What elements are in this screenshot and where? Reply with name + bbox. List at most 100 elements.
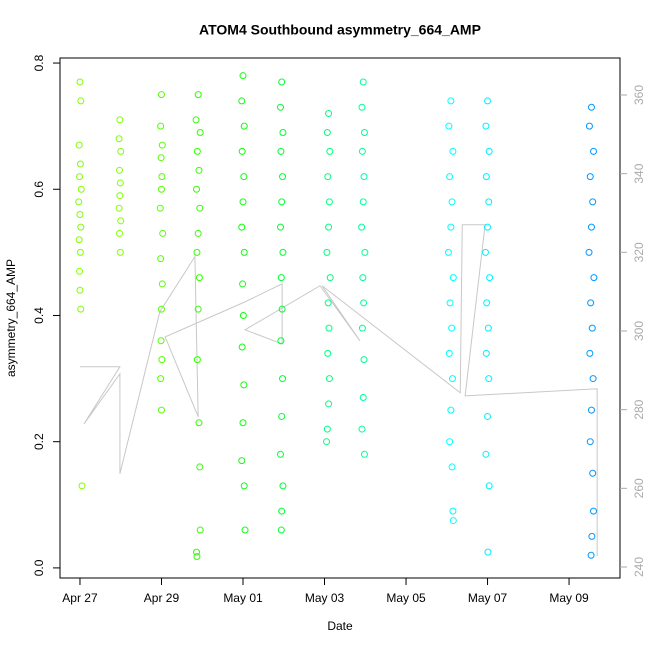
point bbox=[277, 274, 285, 282]
point bbox=[485, 147, 493, 155]
point bbox=[158, 280, 166, 288]
point bbox=[445, 349, 453, 357]
point bbox=[326, 274, 334, 282]
point bbox=[323, 438, 331, 446]
point bbox=[278, 412, 286, 420]
point bbox=[157, 305, 165, 313]
point bbox=[194, 305, 202, 313]
point bbox=[325, 400, 333, 408]
point bbox=[76, 267, 84, 275]
point bbox=[359, 274, 367, 282]
point bbox=[449, 274, 457, 282]
point bbox=[358, 147, 366, 155]
point bbox=[359, 198, 367, 206]
plot-frame bbox=[59, 57, 621, 579]
point bbox=[588, 324, 596, 332]
point bbox=[194, 229, 202, 237]
point bbox=[279, 482, 287, 490]
y-axis-label: asymmetry_664_AMP bbox=[4, 259, 18, 377]
point bbox=[482, 450, 490, 458]
point bbox=[484, 324, 492, 332]
point bbox=[276, 223, 284, 231]
point bbox=[277, 337, 285, 345]
point bbox=[239, 419, 247, 427]
point bbox=[484, 412, 492, 420]
point bbox=[76, 286, 84, 294]
point bbox=[238, 97, 246, 105]
point bbox=[239, 198, 247, 206]
point bbox=[279, 173, 287, 181]
point bbox=[278, 305, 286, 313]
point bbox=[195, 166, 203, 174]
point bbox=[444, 248, 452, 256]
point bbox=[586, 173, 594, 181]
point bbox=[448, 375, 456, 383]
point bbox=[77, 97, 85, 105]
point bbox=[587, 551, 595, 559]
point bbox=[239, 280, 247, 288]
point bbox=[193, 548, 201, 556]
point bbox=[193, 185, 201, 193]
y-tick-label: 0.6 bbox=[32, 181, 46, 198]
y2-tick-label: 260 bbox=[632, 478, 646, 498]
x-tick-label: May 03 bbox=[305, 591, 345, 605]
point bbox=[193, 147, 201, 155]
point bbox=[278, 78, 286, 86]
point bbox=[117, 147, 125, 155]
point bbox=[482, 122, 490, 130]
point bbox=[196, 526, 204, 534]
point bbox=[279, 128, 287, 136]
point bbox=[78, 482, 86, 490]
point bbox=[195, 274, 203, 282]
point bbox=[157, 91, 165, 99]
point bbox=[447, 406, 455, 414]
point bbox=[447, 97, 455, 105]
x-tick-label: May 07 bbox=[468, 591, 508, 605]
point bbox=[194, 91, 202, 99]
x-tick-label: May 09 bbox=[549, 591, 589, 605]
point bbox=[484, 223, 492, 231]
point bbox=[277, 526, 285, 534]
point bbox=[75, 198, 83, 206]
point bbox=[157, 122, 165, 130]
point bbox=[361, 248, 369, 256]
point bbox=[240, 122, 248, 130]
point bbox=[325, 223, 333, 231]
point bbox=[445, 122, 453, 130]
point bbox=[116, 229, 124, 237]
point bbox=[589, 469, 597, 477]
point bbox=[360, 173, 368, 181]
point bbox=[157, 406, 165, 414]
point bbox=[240, 381, 248, 389]
point bbox=[279, 248, 287, 256]
point bbox=[360, 299, 368, 307]
point bbox=[323, 248, 331, 256]
point bbox=[358, 103, 366, 111]
point bbox=[117, 217, 125, 225]
point bbox=[586, 349, 594, 357]
point bbox=[585, 248, 593, 256]
point bbox=[239, 72, 247, 80]
point bbox=[238, 147, 246, 155]
point bbox=[158, 173, 166, 181]
point bbox=[590, 147, 598, 155]
point bbox=[449, 147, 457, 155]
point bbox=[278, 507, 286, 515]
point bbox=[323, 425, 331, 433]
point bbox=[76, 160, 84, 168]
chart-title: ATOM4 Southbound asymmetry_664_AMP bbox=[199, 22, 481, 38]
point bbox=[116, 248, 124, 256]
point bbox=[360, 128, 368, 136]
y2-tick-label: 300 bbox=[632, 321, 646, 341]
point bbox=[590, 507, 598, 515]
point bbox=[156, 204, 164, 212]
point bbox=[587, 103, 595, 111]
point bbox=[449, 517, 457, 525]
y2-tick-label: 320 bbox=[632, 242, 646, 262]
point bbox=[241, 526, 249, 534]
point bbox=[485, 482, 493, 490]
point bbox=[585, 122, 593, 130]
y-tick-label: 0.2 bbox=[32, 433, 46, 450]
point bbox=[116, 166, 124, 174]
